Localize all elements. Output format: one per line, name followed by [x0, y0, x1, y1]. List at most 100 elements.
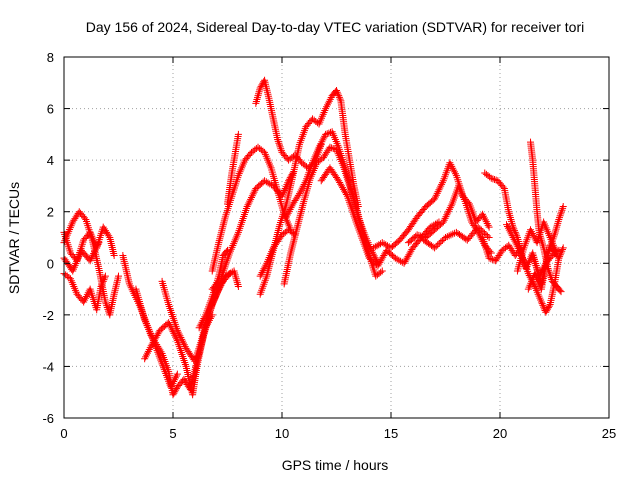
data-point-marker: [168, 326, 176, 334]
data-point-marker: [437, 238, 445, 246]
data-point-marker: [101, 272, 109, 280]
data-series-track-4: [60, 239, 103, 275]
data-point-marker: [557, 210, 565, 218]
x-tick-label: 25: [602, 426, 616, 441]
data-point-marker: [326, 143, 334, 151]
data-point-marker: [555, 215, 563, 223]
chart-title: Day 156 of 2024, Sidereal Day-to-day VTE…: [86, 19, 585, 35]
data-point-marker: [552, 227, 560, 235]
data-point-marker: [556, 252, 564, 260]
data-point-marker: [431, 244, 439, 252]
data-point-marker: [165, 319, 173, 327]
data-point-marker: [246, 150, 254, 158]
data-point-marker: [539, 240, 547, 248]
data-point-marker: [482, 231, 490, 239]
data-point-marker: [89, 251, 97, 259]
data-point-marker: [334, 90, 342, 98]
data-point-marker: [247, 194, 255, 202]
data-point-marker: [247, 195, 255, 203]
data-point-marker: [173, 370, 181, 378]
data-point-marker: [537, 298, 545, 306]
x-tick-label: 15: [384, 426, 398, 441]
data-point-marker: [101, 274, 109, 282]
data-series-track-17: [280, 143, 386, 288]
data-point-marker: [179, 337, 187, 345]
data-series-track-14: [256, 87, 362, 298]
data-point-marker: [556, 251, 564, 259]
data-point-marker: [480, 229, 488, 237]
data-series-track-11: [224, 130, 242, 208]
data-point-marker: [506, 214, 514, 222]
data-point-marker: [178, 335, 186, 343]
data-point-marker: [171, 331, 179, 339]
data-point-marker: [557, 208, 565, 216]
data-point-marker: [248, 192, 256, 200]
data-point-marker: [336, 95, 344, 103]
data-point-marker: [499, 183, 507, 191]
data-point-marker: [232, 275, 240, 283]
data-point-marker: [254, 92, 262, 100]
data-series-track-20: [404, 182, 495, 257]
data-point-marker: [216, 283, 224, 291]
data-point-marker: [90, 249, 98, 257]
data-point-marker: [322, 130, 330, 138]
data-point-marker: [179, 339, 187, 347]
y-tick-label: -4: [42, 359, 54, 374]
data-point-marker: [252, 99, 260, 107]
data-point-marker: [171, 388, 179, 396]
data-point-marker: [442, 213, 450, 221]
data-point-marker: [462, 235, 470, 243]
data-point-marker: [441, 214, 449, 222]
data-point-marker: [431, 195, 439, 203]
data-point-marker: [554, 219, 562, 227]
data-point-marker: [556, 212, 564, 220]
data-points-layer: [60, 76, 567, 399]
data-point-marker: [276, 143, 284, 151]
data-point-marker: [329, 145, 337, 153]
data-series-track-21: [420, 223, 493, 252]
data-point-marker: [476, 225, 484, 233]
data-point-marker: [245, 199, 253, 207]
data-point-marker: [544, 305, 552, 313]
grid-layer: [64, 57, 609, 418]
data-point-marker: [243, 203, 251, 211]
ticks-layer: 0 5 10 15 20 25 -6 -4 -2 0 2 4 6 8: [42, 50, 616, 441]
data-point-marker: [440, 216, 448, 224]
data-point-marker: [487, 255, 495, 263]
data-point-marker: [436, 184, 444, 192]
data-point-marker: [557, 249, 565, 257]
data-point-marker: [377, 268, 385, 276]
data-point-marker: [445, 205, 453, 213]
data-point-marker: [555, 214, 563, 222]
data-point-marker: [335, 92, 343, 100]
data-point-marker: [555, 254, 563, 262]
data-point-marker: [558, 246, 566, 254]
data-point-marker: [558, 206, 566, 214]
data-point-marker: [446, 204, 454, 212]
data-series-track-8: [158, 267, 242, 365]
data-point-marker: [93, 242, 101, 250]
data-series-track-25: [527, 138, 565, 296]
data-point-marker: [80, 214, 88, 222]
data-point-marker: [180, 341, 188, 349]
data-point-marker: [538, 300, 546, 308]
data-point-marker: [553, 221, 561, 229]
y-axis-label: SDTVAR / TECUs: [6, 182, 22, 294]
data-point-marker: [439, 218, 447, 226]
y-tick-label: 2: [47, 205, 54, 220]
data-point-marker: [115, 272, 122, 280]
data-point-marker: [553, 223, 561, 231]
data-series-track-16: [256, 226, 299, 280]
data-point-marker: [105, 232, 113, 240]
data-point-marker: [447, 202, 455, 210]
data-point-marker: [174, 328, 182, 336]
data-point-marker: [170, 389, 178, 397]
data-point-marker: [234, 130, 242, 138]
data-point-marker: [484, 232, 492, 240]
data-point-marker: [449, 230, 457, 238]
data-point-marker: [554, 217, 562, 225]
data-series-track-3: [60, 270, 109, 314]
data-point-marker: [234, 281, 242, 289]
data-point-marker: [175, 330, 183, 338]
